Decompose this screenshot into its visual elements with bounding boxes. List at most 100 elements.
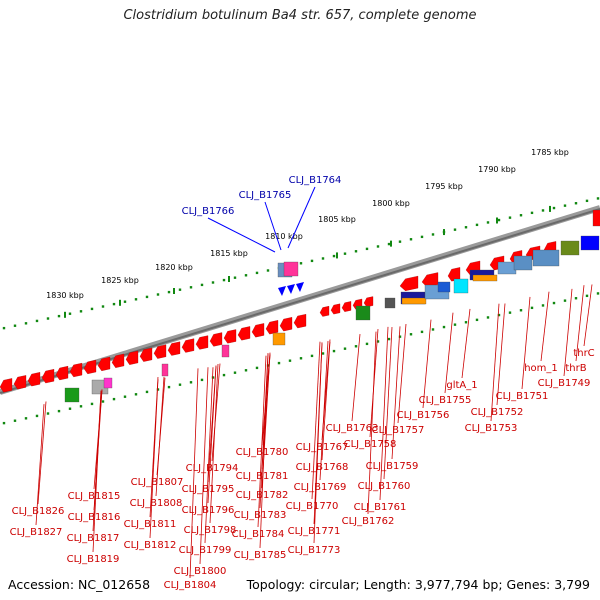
gene-box[interactable] (161, 363, 169, 377)
gene-label-bottom[interactable]: CLJ_B1749 (538, 378, 591, 389)
gene-arrow-reverse[interactable] (296, 282, 304, 292)
gene-arrow[interactable] (319, 305, 330, 317)
gene-box[interactable] (532, 249, 560, 267)
gene-label-bottom[interactable]: CLJ_B1759 (366, 461, 419, 472)
gene-label-bottom[interactable]: CLJ_B1815 (68, 491, 121, 502)
gene-label-bottom[interactable]: CLJ_B1827 (10, 527, 63, 538)
gene-box[interactable] (560, 240, 580, 256)
gene-label-bottom[interactable]: CLJ_B1784 (232, 529, 285, 540)
gene-box[interactable] (401, 297, 427, 305)
gene-box[interactable] (453, 278, 469, 294)
gene-box[interactable] (283, 261, 299, 277)
gene-box[interactable] (580, 235, 600, 251)
gene-label-bottom[interactable]: CLJ_B1760 (358, 481, 411, 492)
gene-box[interactable] (472, 274, 498, 282)
gene-arrow[interactable] (363, 296, 374, 308)
gene-arrow[interactable] (111, 353, 125, 368)
gene-label-bottom[interactable]: CLJ_B1783 (234, 510, 287, 521)
gene-arrow[interactable] (69, 362, 83, 378)
gene-arrow[interactable] (125, 350, 139, 365)
gene-arrow[interactable] (279, 317, 293, 332)
gene-arrow[interactable] (237, 326, 251, 341)
gene-label-bottom[interactable]: CLJ_B1771 (288, 526, 341, 537)
gene-arrow[interactable] (167, 341, 181, 356)
gene-label-bottom[interactable]: CLJ_B1811 (124, 519, 177, 530)
gene-label-bottom[interactable]: CLJ_B1819 (67, 554, 120, 565)
gene-arrow[interactable] (181, 338, 195, 353)
gene-arrow[interactable] (27, 372, 41, 387)
gene-label-bottom[interactable]: CLJ_B1753 (465, 423, 518, 434)
gene-arrow[interactable] (251, 323, 265, 338)
gene-arrow[interactable] (13, 375, 27, 390)
gene-label-bottom[interactable]: CLJ_B1763 (326, 423, 379, 434)
gene-box[interactable] (103, 377, 113, 389)
gene-arrow[interactable] (223, 329, 237, 344)
inner-scale-dot (2, 421, 6, 425)
inner-scale-dot (35, 414, 39, 418)
gene-arrow[interactable] (0, 378, 13, 393)
gene-label-bottom[interactable]: CLJ_B1799 (179, 545, 232, 556)
gene-label-bottom[interactable]: hom_1 (524, 363, 558, 374)
gene-arrow-reverse[interactable] (287, 284, 295, 294)
gene-box[interactable] (497, 261, 517, 275)
gene-label-bottom[interactable]: CLJ_B1795 (182, 484, 235, 495)
gene-arrow[interactable] (41, 369, 55, 384)
gene-box[interactable] (384, 297, 396, 309)
gene-box[interactable] (64, 387, 80, 403)
gene-label-bottom[interactable]: CLJ_B1770 (286, 501, 339, 512)
gene-arrow[interactable] (421, 272, 439, 288)
gene-label-top[interactable]: CLJ_B1766 (182, 206, 235, 217)
gene-arrow[interactable] (55, 365, 69, 381)
gene-box[interactable] (513, 255, 533, 271)
gene-arrow[interactable] (97, 356, 111, 371)
gene-label-top[interactable]: CLJ_B1765 (239, 190, 292, 201)
gene-box[interactable] (592, 209, 600, 227)
gene-label-bottom[interactable]: CLJ_B1796 (182, 505, 235, 516)
gene-label-bottom[interactable]: CLJ_B1768 (296, 462, 349, 473)
gene-arrow[interactable] (399, 275, 419, 291)
gene-arrow[interactable] (341, 301, 352, 312)
gene-arrow[interactable] (209, 332, 223, 347)
gene-label-bottom[interactable]: CLJ_B1752 (471, 407, 524, 418)
gene-label-bottom[interactable]: CLJ_B1755 (419, 395, 472, 406)
gene-label-bottom[interactable]: CLJ_B1808 (130, 498, 183, 509)
gene-label-top[interactable]: CLJ_B1764 (289, 175, 342, 186)
gene-label-bottom[interactable]: CLJ_B1773 (288, 545, 341, 556)
gene-arrow[interactable] (265, 320, 279, 335)
leader-line (540, 291, 550, 362)
gene-arrow[interactable] (83, 359, 97, 375)
gene-label-bottom[interactable]: CLJ_B1804 (164, 580, 217, 591)
gene-arrow[interactable] (447, 267, 461, 282)
gene-label-bottom[interactable]: CLJ_B1756 (397, 410, 450, 421)
gene-box[interactable] (272, 332, 286, 346)
inner-scale-dot (453, 323, 457, 326)
gene-label-bottom[interactable]: CLJ_B1780 (236, 447, 289, 458)
gene-box[interactable] (221, 344, 230, 358)
gene-label-bottom[interactable]: CLJ_B1761 (354, 502, 407, 513)
gene-label-bottom[interactable]: thrB (565, 363, 586, 374)
gene-label-bottom[interactable]: CLJ_B1798 (184, 525, 237, 536)
gene-label-bottom[interactable]: CLJ_B1762 (342, 516, 395, 527)
gene-arrow[interactable] (139, 347, 153, 362)
gene-label-bottom[interactable]: CLJ_B1757 (372, 425, 425, 436)
gene-label-bottom[interactable]: CLJ_B1794 (186, 463, 239, 474)
gene-label-bottom[interactable]: thrC (573, 348, 594, 359)
gene-box[interactable] (355, 305, 371, 321)
gene-label-bottom[interactable]: CLJ_B1817 (67, 533, 120, 544)
gene-label-bottom[interactable]: CLJ_B1812 (124, 540, 177, 551)
gene-label-bottom[interactable]: gltA_1 (446, 380, 477, 391)
gene-label-bottom[interactable]: CLJ_B1758 (344, 439, 397, 450)
scale-dot (387, 242, 391, 246)
gene-label-bottom[interactable]: CLJ_B1769 (294, 482, 347, 493)
gene-arrow[interactable] (330, 303, 341, 315)
gene-arrow[interactable] (195, 335, 209, 350)
gene-label-bottom[interactable]: CLJ_B1785 (234, 550, 287, 561)
gene-label-bottom[interactable]: CLJ_B1751 (496, 391, 549, 402)
gene-label-bottom[interactable]: CLJ_B1800 (174, 566, 227, 577)
gene-arrow-reverse[interactable] (278, 286, 286, 296)
gene-box[interactable] (437, 281, 451, 293)
gene-arrow[interactable] (293, 314, 307, 329)
gene-label-bottom[interactable]: CLJ_B1826 (12, 506, 65, 517)
gene-arrow[interactable] (153, 344, 167, 359)
scale-dot (497, 218, 501, 222)
